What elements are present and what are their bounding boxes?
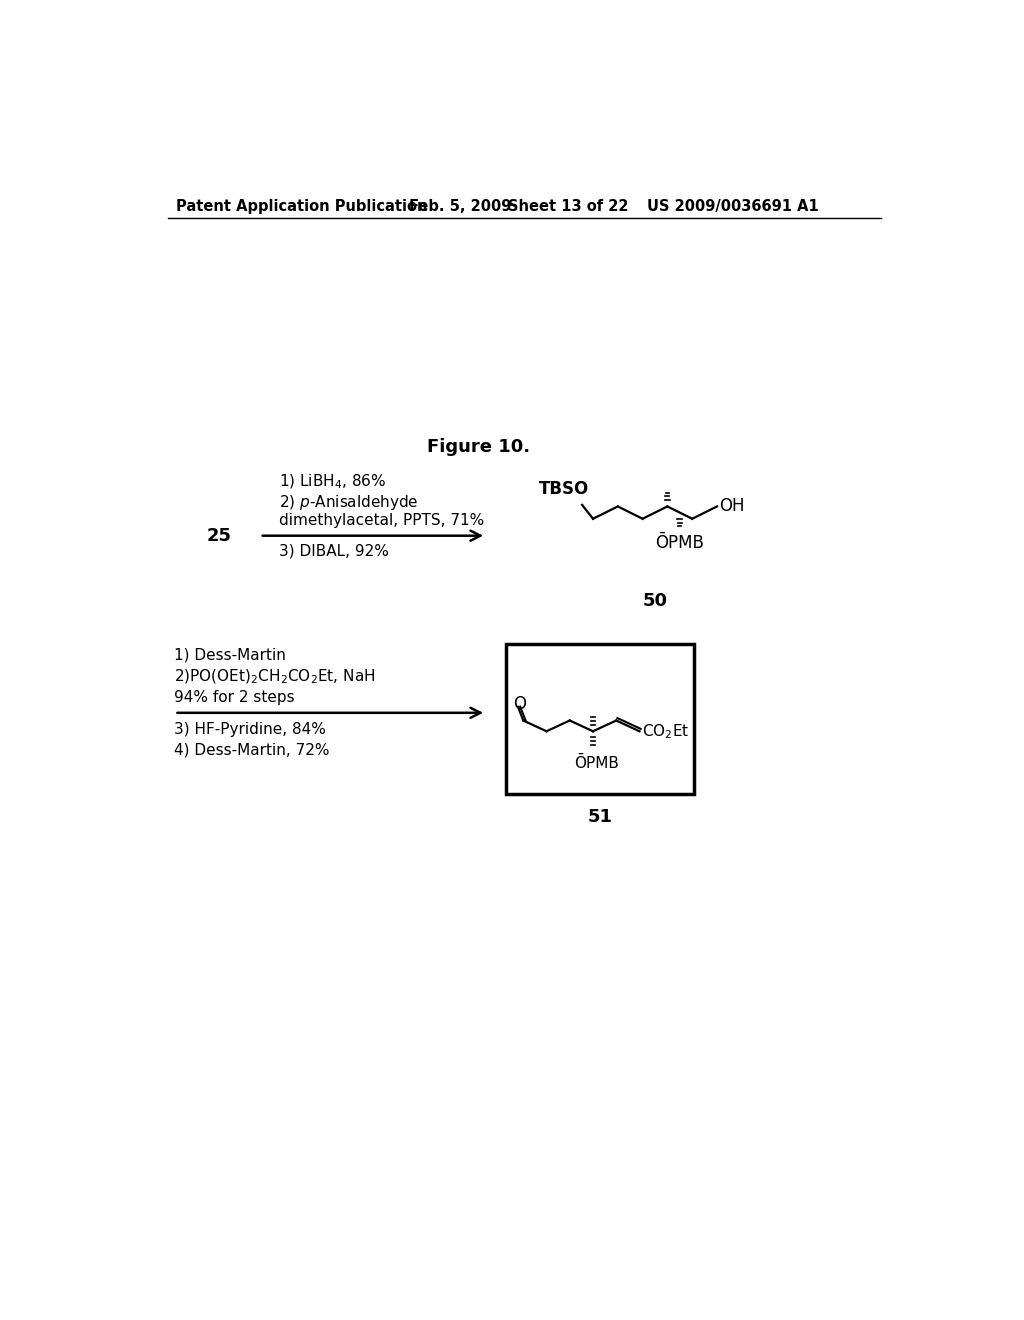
Text: Figure 10.: Figure 10. [427, 438, 530, 457]
Bar [506, 644, 693, 793]
Text: US 2009/0036691 A1: US 2009/0036691 A1 [647, 198, 819, 214]
Text: 1) LiBH$_4$, 86%: 1) LiBH$_4$, 86% [280, 473, 386, 491]
Text: Feb. 5, 2009: Feb. 5, 2009 [410, 198, 512, 214]
Text: O: O [513, 694, 526, 713]
Text: 1) Dess-Martin: 1) Dess-Martin [174, 648, 287, 663]
Text: 2) $p$-Anisaldehyde: 2) $p$-Anisaldehyde [280, 494, 419, 512]
Text: OH: OH [719, 498, 744, 515]
Text: Sheet 13 of 22: Sheet 13 of 22 [508, 198, 629, 214]
Text: 94% for 2 steps: 94% for 2 steps [174, 690, 295, 705]
Text: 3) DIBAL, 92%: 3) DIBAL, 92% [280, 544, 389, 558]
Text: Patent Application Publication: Patent Application Publication [176, 198, 428, 214]
Text: CO$_2$Et: CO$_2$Et [642, 722, 689, 741]
Text: 4) Dess-Martin, 72%: 4) Dess-Martin, 72% [174, 742, 330, 758]
Text: 50: 50 [642, 593, 668, 610]
Text: 25: 25 [207, 527, 232, 545]
Text: 2)PO(OEt)$_2$CH$_2$CO$_2$Et, NaH: 2)PO(OEt)$_2$CH$_2$CO$_2$Et, NaH [174, 668, 376, 686]
Text: 3) HF-Pyridine, 84%: 3) HF-Pyridine, 84% [174, 722, 327, 738]
Text: ŌPMB: ŌPMB [655, 535, 705, 552]
Text: TBSO: TBSO [539, 480, 589, 499]
Text: 51: 51 [588, 808, 612, 826]
Text: ŌPMB: ŌPMB [574, 756, 620, 771]
Text: dimethylacetal, PPTS, 71%: dimethylacetal, PPTS, 71% [280, 512, 484, 528]
